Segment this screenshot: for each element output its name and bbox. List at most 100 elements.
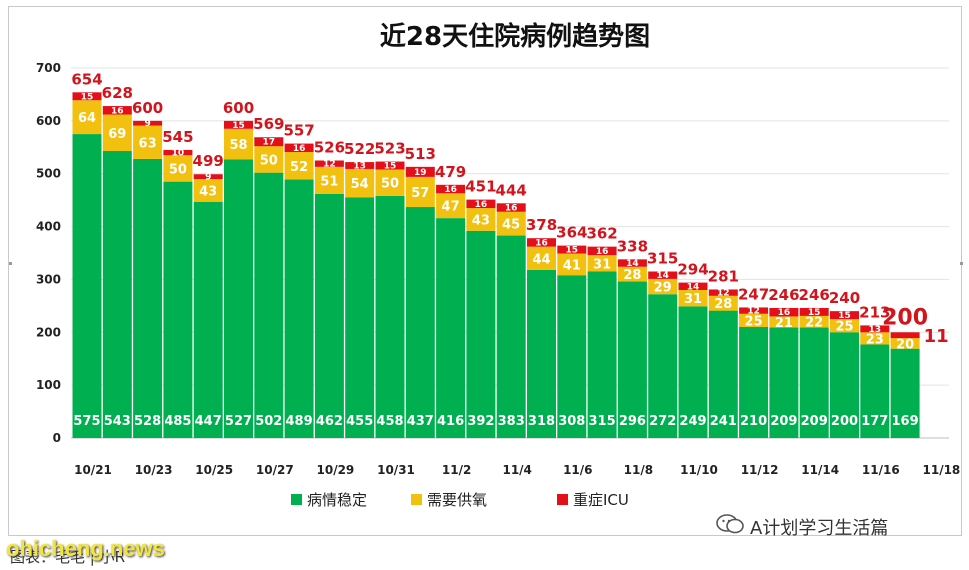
- data-label: 16: [535, 238, 548, 248]
- bar-segment: [224, 120, 253, 129]
- bar-segment: [708, 289, 738, 296]
- data-label: 43: [199, 184, 217, 199]
- x-tick-label: 10/31: [377, 463, 415, 477]
- x-axis: 10/21 10/23 10/25 10/27 10/29 10/31 11/2 11/4 11…: [74, 463, 960, 477]
- watermark: ohicheng.news: [6, 536, 165, 561]
- total-label: 557: [283, 122, 314, 140]
- data-label: 528: [134, 414, 161, 429]
- x-tick-label: 11/8: [624, 463, 653, 477]
- bar-segment: [436, 218, 466, 438]
- bar-segment: [799, 307, 829, 316]
- bar-segment: [830, 332, 859, 438]
- bar-segment: [617, 281, 647, 438]
- total-label: 240: [829, 289, 860, 307]
- bar-segment: [830, 311, 859, 320]
- bar-segment: [739, 307, 769, 314]
- chart-title: 近28天住院病例趋势图: [380, 21, 650, 52]
- bar-segment: [314, 193, 344, 438]
- brand-label: A计划学习生活篇: [750, 518, 889, 539]
- data-label: 177: [861, 414, 888, 429]
- bar-segment: [284, 143, 314, 153]
- bar-segment: [102, 150, 132, 438]
- bar-segment: [254, 172, 284, 438]
- data-label: 462: [316, 414, 343, 429]
- data-label: 14: [656, 271, 669, 281]
- bar-segment: [405, 176, 435, 208]
- data-label: 54: [351, 177, 369, 192]
- data-label: 58: [229, 138, 247, 153]
- x-tick-label: 10/29: [317, 463, 355, 477]
- data-label: 31: [593, 257, 611, 272]
- legend-swatch: [411, 494, 422, 505]
- data-label: 13: [869, 325, 882, 335]
- bar-segment: [466, 199, 496, 209]
- data-label: 210: [740, 414, 767, 429]
- data-label: 28: [714, 297, 732, 312]
- x-tick-label: 11/12: [741, 463, 779, 477]
- resize-handle-right[interactable]: [960, 262, 963, 265]
- bar-segment: [527, 246, 556, 270]
- bar-segment: [496, 211, 526, 236]
- data-label: 16: [778, 308, 791, 318]
- x-tick-label: 11/14: [801, 463, 839, 477]
- bar-segment: [527, 238, 556, 247]
- x-tick-label: 11/4: [502, 463, 531, 477]
- bar-segment: [587, 255, 617, 272]
- data-label: 455: [346, 414, 373, 429]
- data-label: 43: [472, 213, 490, 228]
- total-label: 600: [223, 99, 254, 117]
- data-label: 17: [263, 138, 276, 148]
- total-label: 513: [405, 145, 436, 163]
- bar-segment: [617, 266, 647, 282]
- bar-segment: [224, 159, 253, 438]
- data-label: 318: [528, 414, 555, 429]
- data-label: 416: [437, 414, 464, 429]
- bar-segment: [254, 146, 284, 173]
- data-label: 392: [467, 414, 494, 429]
- bar-segment: [375, 169, 405, 196]
- legend: 病情稳定 需要供氧 重症ICU: [291, 491, 629, 509]
- total-label: 569: [253, 115, 284, 133]
- bar-segment: [769, 307, 799, 317]
- resize-handle-left[interactable]: [9, 262, 12, 265]
- bar-segment: [405, 207, 435, 438]
- data-label: 19: [414, 168, 427, 178]
- data-label: 169: [892, 414, 919, 429]
- bar-segment: [436, 193, 466, 219]
- data-label: 12: [323, 160, 336, 170]
- x-tick-label: 11/6: [563, 463, 592, 477]
- bar-segment: [678, 290, 708, 307]
- data-label: 9: [205, 173, 211, 183]
- data-label: 50: [260, 153, 278, 168]
- data-label: 296: [619, 414, 646, 429]
- legend-label: 需要供氧: [427, 491, 487, 509]
- wechat-icon: [716, 514, 744, 534]
- legend-label: 重症ICU: [573, 491, 629, 509]
- bar-segment: [466, 230, 496, 438]
- data-label: 41: [563, 258, 581, 273]
- y-tick-label: 0: [53, 431, 61, 445]
- data-label: 15: [384, 162, 397, 172]
- bar-segment: [890, 348, 920, 438]
- data-label: 527: [225, 414, 252, 429]
- data-label: 209: [801, 414, 828, 429]
- data-label: 28: [623, 268, 641, 283]
- bar-segment: [648, 271, 678, 279]
- bar-segment: [102, 114, 132, 151]
- total-label: 523: [374, 140, 405, 158]
- bar-segment: [163, 181, 193, 438]
- data-label: 272: [649, 414, 676, 429]
- total-label: 628: [102, 84, 133, 102]
- y-tick-label: 700: [36, 61, 61, 75]
- data-label: 308: [558, 414, 585, 429]
- bar-segment: [708, 310, 738, 438]
- data-label: 15: [566, 246, 579, 256]
- total-label: 338: [617, 237, 648, 255]
- total-label: 600: [132, 99, 163, 117]
- total-label: 444: [496, 181, 527, 199]
- data-label: 23: [866, 332, 884, 347]
- data-label: 200: [831, 414, 858, 429]
- data-label: 10: [172, 149, 185, 159]
- data-label: 209: [770, 414, 797, 429]
- data-label: 47: [442, 200, 460, 215]
